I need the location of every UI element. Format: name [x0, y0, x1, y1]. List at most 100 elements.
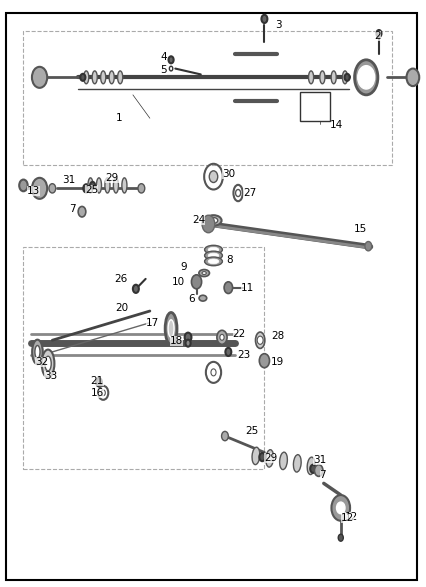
Text: 17: 17 [146, 318, 159, 328]
Text: 19: 19 [270, 357, 283, 367]
Ellipse shape [354, 60, 377, 95]
Ellipse shape [255, 332, 264, 349]
Ellipse shape [42, 350, 54, 377]
Text: 32: 32 [35, 357, 49, 367]
Circle shape [259, 453, 265, 461]
Circle shape [337, 534, 343, 541]
Circle shape [364, 241, 371, 251]
Text: 27: 27 [243, 188, 256, 198]
Text: 31: 31 [62, 175, 75, 185]
Ellipse shape [101, 71, 106, 84]
Circle shape [331, 495, 349, 521]
Ellipse shape [45, 356, 51, 371]
Text: 7: 7 [319, 470, 325, 480]
Ellipse shape [204, 257, 222, 266]
Text: 22: 22 [232, 329, 245, 339]
Circle shape [49, 184, 55, 193]
Ellipse shape [165, 312, 177, 345]
Text: 29: 29 [105, 173, 118, 183]
Text: 14: 14 [329, 120, 343, 130]
Circle shape [96, 378, 102, 386]
Circle shape [32, 67, 47, 88]
Text: 31: 31 [312, 455, 326, 465]
Circle shape [138, 184, 144, 193]
Ellipse shape [204, 251, 222, 260]
Text: 11: 11 [241, 283, 254, 293]
Ellipse shape [35, 346, 40, 358]
Text: 18: 18 [169, 336, 182, 346]
Text: 24: 24 [191, 215, 204, 225]
Ellipse shape [109, 71, 114, 84]
Circle shape [219, 335, 224, 340]
Circle shape [83, 184, 89, 193]
FancyBboxPatch shape [300, 92, 329, 121]
Ellipse shape [32, 340, 43, 364]
Circle shape [336, 502, 344, 514]
Text: 13: 13 [27, 186, 40, 196]
Circle shape [168, 56, 173, 63]
FancyBboxPatch shape [6, 13, 416, 580]
Text: 26: 26 [114, 274, 127, 284]
Text: 23: 23 [236, 350, 250, 360]
Text: 25: 25 [85, 184, 98, 194]
Circle shape [224, 282, 232, 294]
Circle shape [221, 431, 228, 441]
Circle shape [256, 336, 262, 345]
Ellipse shape [208, 259, 218, 264]
Circle shape [259, 354, 269, 367]
Ellipse shape [208, 253, 218, 258]
Text: 12: 12 [344, 512, 357, 522]
Text: 16: 16 [90, 388, 104, 398]
Text: 15: 15 [353, 224, 366, 234]
Circle shape [216, 330, 227, 345]
Ellipse shape [199, 295, 206, 301]
Ellipse shape [92, 71, 97, 84]
Circle shape [344, 74, 349, 81]
Ellipse shape [113, 178, 118, 193]
Circle shape [314, 465, 322, 477]
Ellipse shape [201, 272, 206, 275]
Text: 12: 12 [340, 513, 354, 523]
Ellipse shape [83, 71, 89, 84]
Text: 4: 4 [160, 52, 167, 62]
Circle shape [80, 74, 85, 81]
Ellipse shape [306, 457, 314, 474]
Ellipse shape [117, 71, 122, 84]
Ellipse shape [293, 455, 300, 472]
Ellipse shape [96, 178, 101, 193]
Ellipse shape [342, 71, 347, 84]
Ellipse shape [168, 320, 174, 338]
Ellipse shape [205, 215, 221, 226]
Circle shape [32, 178, 47, 199]
Ellipse shape [88, 178, 93, 193]
Text: 2: 2 [374, 32, 380, 42]
Circle shape [78, 207, 86, 217]
Ellipse shape [265, 450, 273, 467]
Text: 3: 3 [274, 20, 281, 30]
Ellipse shape [251, 447, 259, 465]
Circle shape [90, 182, 95, 189]
Ellipse shape [279, 452, 287, 470]
Circle shape [406, 69, 418, 86]
Text: 6: 6 [187, 294, 194, 304]
Text: 8: 8 [225, 255, 232, 265]
Circle shape [310, 465, 315, 473]
Text: 30: 30 [222, 168, 235, 178]
Text: 20: 20 [115, 303, 128, 313]
Circle shape [201, 215, 214, 232]
Text: 33: 33 [44, 372, 57, 382]
Text: 25: 25 [245, 426, 258, 436]
Text: 9: 9 [180, 262, 187, 272]
Ellipse shape [331, 71, 335, 84]
Text: 29: 29 [264, 453, 277, 463]
Text: 28: 28 [270, 330, 283, 340]
Text: 5: 5 [160, 65, 167, 75]
Text: 10: 10 [171, 277, 184, 287]
Circle shape [132, 285, 138, 293]
Circle shape [225, 348, 231, 356]
Circle shape [261, 15, 267, 23]
Ellipse shape [209, 218, 217, 224]
Circle shape [184, 333, 191, 342]
Circle shape [357, 66, 374, 89]
Circle shape [191, 275, 201, 289]
